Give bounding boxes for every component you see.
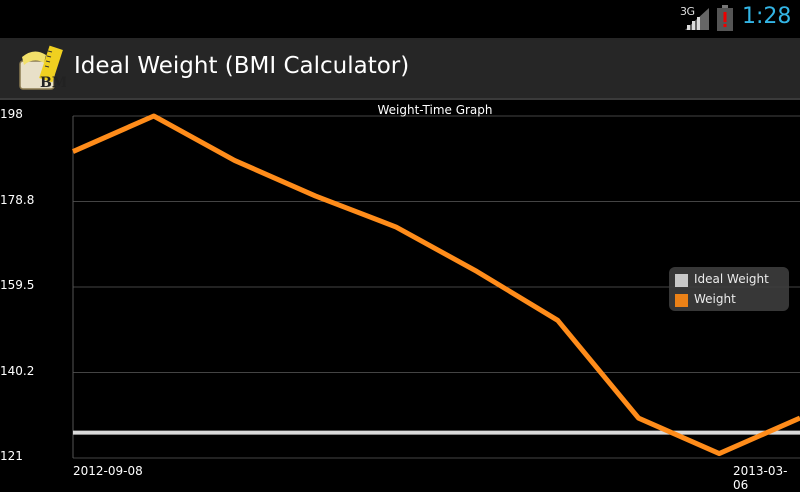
app-title: Ideal Weight (BMI Calculator) (74, 53, 410, 79)
battery-alert-icon (717, 5, 733, 31)
y-tick-label: 121 (0, 449, 23, 463)
signal-icon (685, 8, 709, 30)
network-type-label: 3G (680, 5, 695, 18)
y-tick-label: 159.5 (0, 278, 35, 292)
x-tick-label: 2013-03-06 (733, 464, 788, 492)
legend-swatch (675, 294, 688, 307)
legend-label: Weight (694, 292, 736, 306)
legend-label: Ideal Weight (694, 272, 769, 286)
y-tick-label: 178.8 (0, 193, 35, 207)
status-bar: 3G 1:28 (0, 0, 800, 38)
weight-time-graph[interactable]: Weight-Time Graph 198 178.8 159.5 140.2 … (0, 100, 800, 492)
status-clock: 1:28 (742, 4, 792, 29)
x-tick-label: 2012-09-08 (73, 464, 143, 478)
legend-swatch (675, 274, 688, 287)
action-bar: BMI Ideal Weight (BMI Calculator) (0, 38, 800, 100)
chart-title: Weight-Time Graph (377, 103, 493, 117)
app-icon-text: BMI (40, 75, 66, 91)
weight-series-line (71, 113, 800, 457)
y-tick-label: 198 (0, 107, 23, 121)
y-tick-label: 140.2 (0, 364, 35, 378)
bmi-tape-measure-icon[interactable]: BMI (16, 43, 66, 93)
chart-canvas (71, 113, 800, 459)
chart-legend: Ideal Weight Weight (669, 267, 789, 311)
